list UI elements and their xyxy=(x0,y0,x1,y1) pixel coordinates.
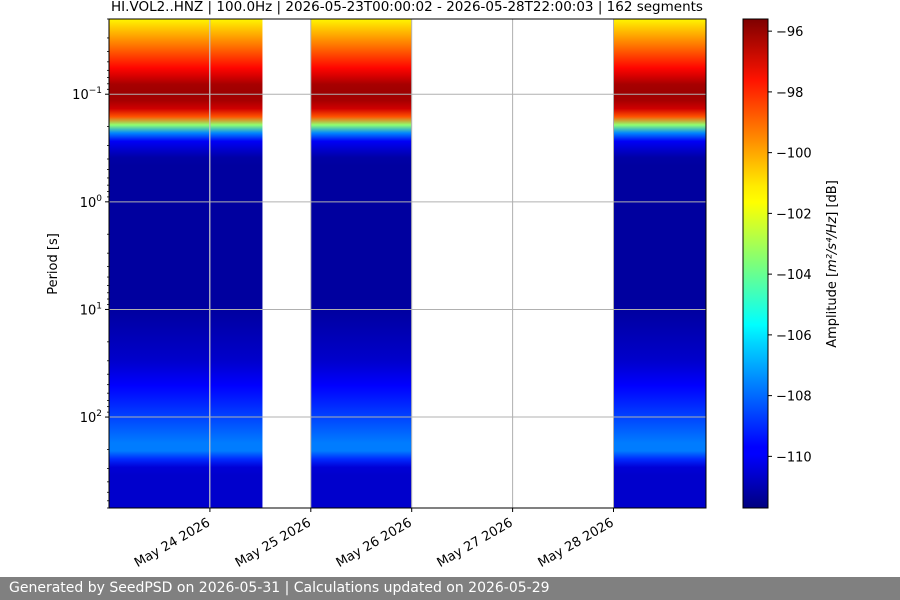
colorbar-gradient xyxy=(742,18,769,509)
y-axis: 10−1 100 101 102 xyxy=(72,18,109,509)
x-tick-label: May 28 2026 xyxy=(536,515,617,570)
data-segment xyxy=(109,19,210,508)
y-tick-label: 102 xyxy=(80,409,102,426)
colorbar-tick-label: −108 xyxy=(776,390,812,405)
data-segment xyxy=(310,19,412,508)
colorbar-tick-label: −102 xyxy=(776,207,812,222)
chart: HI.VOL2..HNZ | 100.0Hz | 2026-05-23T00:0… xyxy=(46,0,840,571)
colorbar-tick-label: −110 xyxy=(776,450,812,465)
footer-bar: Generated by SeedPSD on 2026-05-31 | Cal… xyxy=(0,577,900,600)
data-segment xyxy=(613,19,706,508)
x-tick-label: May 27 2026 xyxy=(435,515,516,570)
x-tick-label: May 26 2026 xyxy=(334,515,415,570)
colorbar-tick-label: −98 xyxy=(776,86,803,101)
chart-title: HI.VOL2..HNZ | 100.0Hz | 2026-05-23T00:0… xyxy=(111,0,703,15)
colorbar: −96 −98 −100 −102 −104 −106 −108 −110 Amplitude… xyxy=(742,18,840,509)
plot-frame xyxy=(108,18,707,509)
y-tick-label: 100 xyxy=(80,194,103,211)
footer-text: Generated by SeedPSD on 2026-05-31 | Cal… xyxy=(9,580,550,596)
colorbar-label: Amplitude [m²/s⁴/Hz] [dB] xyxy=(825,180,840,348)
x-axis: May 24 2026 May 25 2026 May 26 2026 May 27 … xyxy=(132,508,617,571)
y-tick-label: 10−1 xyxy=(72,86,102,103)
colorbar-tick-label: −100 xyxy=(776,147,812,162)
colorbar-tick-label: −106 xyxy=(776,329,812,344)
colorbar-tick-label: −104 xyxy=(776,268,812,283)
x-tick-label: May 24 2026 xyxy=(132,515,213,570)
data-segment xyxy=(210,19,263,508)
spectrogram-area xyxy=(109,19,706,508)
x-tick-label: May 25 2026 xyxy=(233,515,314,570)
y-tick-label: 101 xyxy=(80,301,102,318)
y-axis-label: Period [s] xyxy=(46,233,61,295)
colorbar-tick-label: −96 xyxy=(776,25,803,40)
